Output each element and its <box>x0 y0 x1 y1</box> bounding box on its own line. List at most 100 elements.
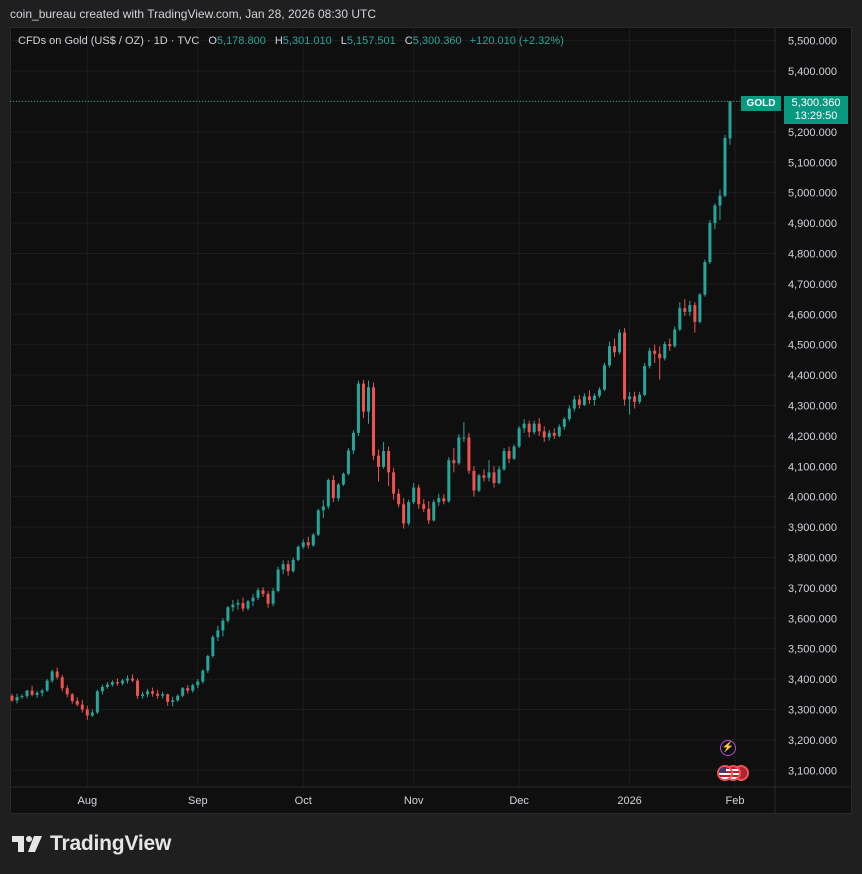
price-tick-label: 4,400.000 <box>788 370 837 382</box>
time-tick-label: 2026 <box>617 795 641 807</box>
candle-body <box>221 620 225 631</box>
candle-body <box>75 700 79 705</box>
price-tick-label: 4,500.000 <box>788 340 837 352</box>
candle-body <box>628 396 632 400</box>
candle-body <box>668 344 672 347</box>
low-label: L <box>340 35 347 47</box>
candle-body <box>527 423 531 433</box>
candle-body <box>442 498 446 502</box>
candle-body <box>10 695 14 701</box>
candle-body <box>366 387 370 412</box>
candle-body <box>427 508 431 521</box>
candle-body <box>392 472 396 494</box>
candle-body <box>181 688 185 696</box>
candle-body <box>90 712 94 716</box>
candle-body <box>653 350 657 354</box>
candle-body <box>577 399 581 405</box>
chart-caption: coin_bureau created with TradingView.com… <box>10 7 376 21</box>
candle-body <box>136 680 140 696</box>
price-chart[interactable]: 5,500.0005,400.0005,300.0005,200.0005,10… <box>10 27 852 814</box>
candle-body <box>171 700 175 702</box>
candle-body <box>246 601 250 609</box>
candle-body <box>372 387 376 456</box>
candle-body <box>567 408 571 420</box>
ticker-tag[interactable]: GOLD <box>741 96 781 111</box>
price-tick-label: 3,600.000 <box>788 613 837 625</box>
open-label: O <box>208 35 217 47</box>
candle-body <box>266 593 270 604</box>
candle-body <box>407 502 411 524</box>
time-tick-label: Sep <box>188 795 208 807</box>
candle-body <box>326 479 330 507</box>
candle-body <box>256 590 260 598</box>
high-label: H <box>274 35 283 47</box>
symbol-legend[interactable]: CFDs on Gold (US$ / OZ) · 1D · TVC O 5,17… <box>18 35 564 47</box>
price-tick-label: 4,300.000 <box>788 400 837 412</box>
lightning-event-icon[interactable]: ⚡ <box>720 740 736 756</box>
candle-body <box>412 487 416 503</box>
candlesticks <box>10 101 732 720</box>
tradingview-brand[interactable]: TradingView <box>12 832 171 856</box>
candle-body <box>80 704 84 710</box>
price-tick-label: 5,100.000 <box>788 157 837 169</box>
candle-body <box>512 446 516 459</box>
candle-body <box>713 205 717 224</box>
candle-body <box>402 504 406 524</box>
candle-body <box>452 460 456 464</box>
candle-body <box>361 383 365 412</box>
price-tick-label: 4,700.000 <box>788 279 837 291</box>
price-axis: 5,500.0005,400.0005,300.0005,200.0005,10… <box>788 36 837 778</box>
candle-body <box>703 261 707 295</box>
close-value: 5,300.360 <box>412 35 462 47</box>
last-price: 5,300.360 <box>791 97 841 109</box>
candle-body <box>271 590 275 604</box>
candle-body <box>537 423 541 432</box>
candle-body <box>146 691 150 695</box>
candle-body <box>638 394 642 402</box>
candle-body <box>557 426 561 436</box>
time-tick-label: Aug <box>78 795 98 807</box>
candle-body <box>311 534 315 546</box>
candle-body <box>25 690 29 697</box>
candle-body <box>447 460 451 502</box>
candle-body <box>281 564 285 570</box>
candle-body <box>70 694 74 701</box>
candle-body <box>547 432 551 438</box>
candle-body <box>241 603 245 609</box>
candle-body <box>607 346 611 366</box>
candle-body <box>191 685 195 691</box>
candle-body <box>321 506 325 511</box>
price-tick-label: 5,400.000 <box>788 66 837 78</box>
candle-body <box>587 396 591 401</box>
candle-body <box>552 432 556 436</box>
candle-body <box>301 542 305 547</box>
last-price-tag[interactable]: 5,300.360 13:29:50 <box>784 96 848 124</box>
candle-body <box>688 305 692 312</box>
candle-body <box>261 590 265 594</box>
candle-body <box>572 399 576 409</box>
candle-body <box>477 475 481 491</box>
candle-body <box>206 655 210 671</box>
candle-body <box>291 559 295 572</box>
us-flag-event-icons[interactable] <box>717 764 755 782</box>
candle-body <box>462 437 466 439</box>
price-tick-label: 4,600.000 <box>788 309 837 321</box>
price-tick-label: 4,900.000 <box>788 218 837 230</box>
candle-body <box>286 564 290 572</box>
candle-body <box>196 681 200 686</box>
candle-body <box>678 308 682 330</box>
candle-body <box>30 690 34 695</box>
candle-body <box>683 308 687 312</box>
candle-body <box>592 395 596 401</box>
candle-body <box>387 451 391 473</box>
candle-body <box>457 437 461 464</box>
candle-body <box>397 493 401 505</box>
candle-body <box>65 688 69 695</box>
candle-body <box>487 472 491 478</box>
candle-body <box>432 502 436 521</box>
candle-body <box>422 504 426 509</box>
candle-body <box>507 451 511 459</box>
price-tick-label: 4,000.000 <box>788 492 837 504</box>
time-tick-label: Dec <box>509 795 529 807</box>
candle-body <box>115 682 119 684</box>
